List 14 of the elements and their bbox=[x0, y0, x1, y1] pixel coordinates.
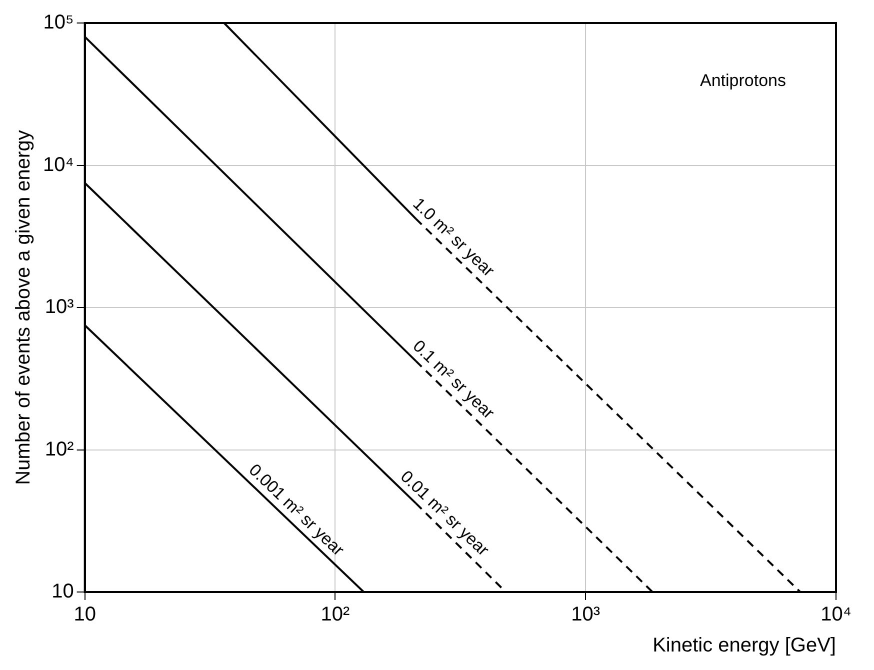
y-tick-label: 10³ bbox=[44, 296, 74, 318]
x-tick-label: 10⁴ bbox=[820, 604, 852, 626]
y-axis-title: Number of events above a given energy bbox=[12, 130, 35, 485]
y-tick-label: 10⁴ bbox=[42, 154, 74, 176]
x-tick-label: 10² bbox=[320, 604, 350, 626]
annotation: Antiprotons bbox=[700, 71, 786, 90]
x-axis-title: Kinetic energy [GeV] bbox=[652, 634, 836, 657]
y-tick-label: 10⁵ bbox=[43, 12, 74, 34]
y-tick-label: 10² bbox=[44, 438, 74, 460]
x-tick-label: 10³ bbox=[571, 604, 600, 626]
annotation: 1.0 m² sr year bbox=[409, 194, 498, 281]
y-tick-label: 10 bbox=[52, 580, 74, 603]
x-tick-label: 10 bbox=[74, 604, 96, 626]
annotation: 0.1 m² sr year bbox=[409, 336, 498, 423]
